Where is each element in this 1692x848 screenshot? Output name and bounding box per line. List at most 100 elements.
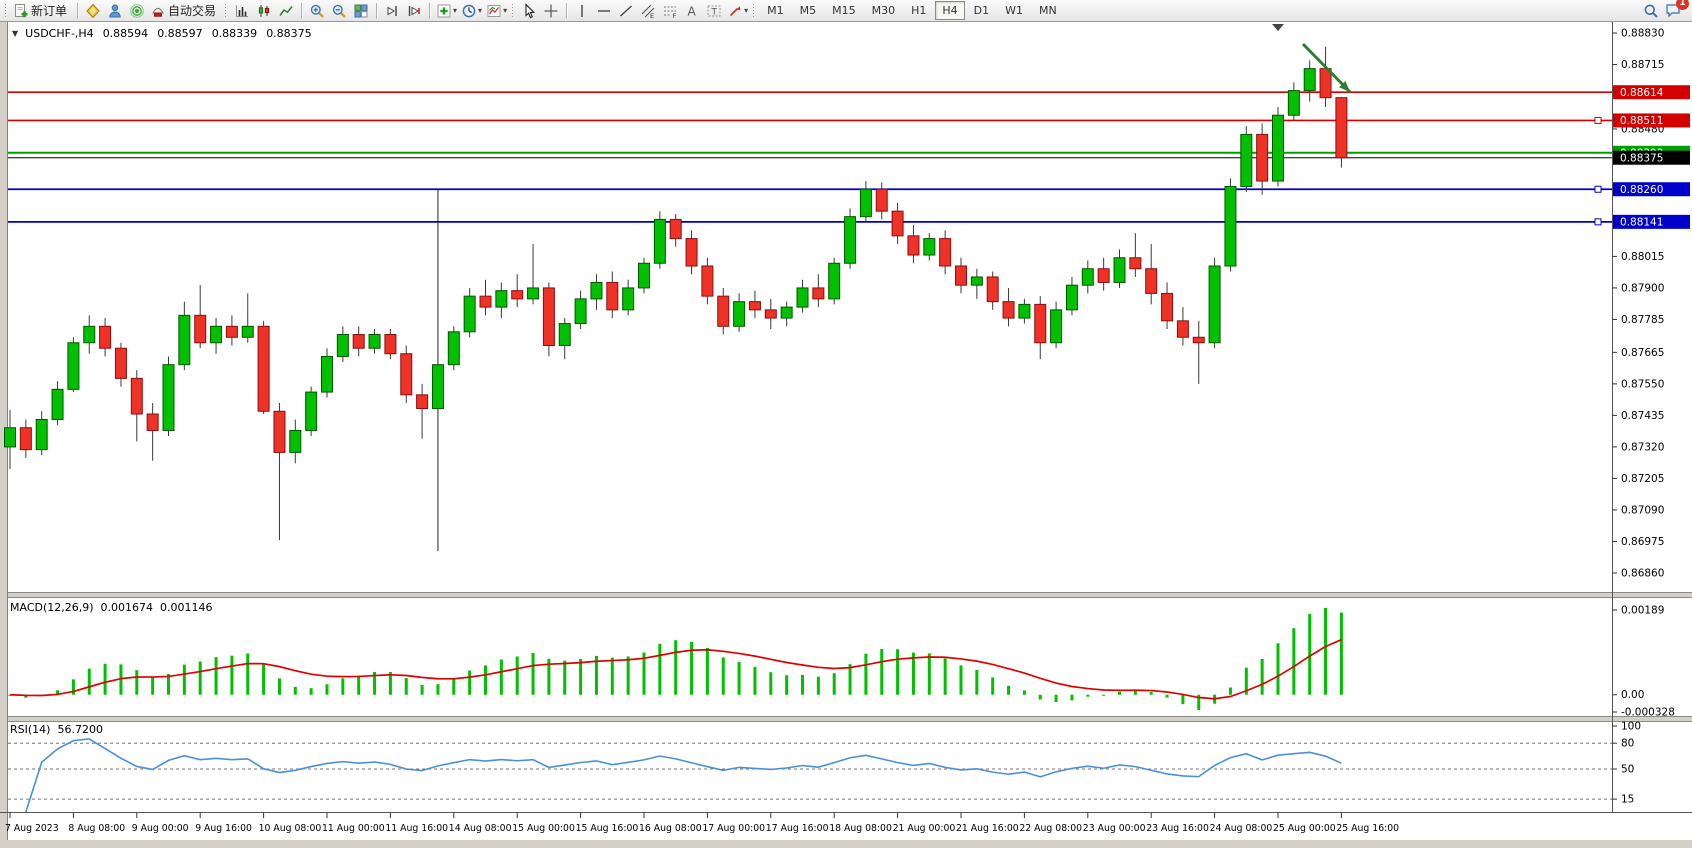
- timeframe-button-W1[interactable]: W1: [998, 1, 1030, 20]
- svg-text:0.87900: 0.87900: [1621, 282, 1664, 294]
- line-chart-button[interactable]: [275, 1, 297, 21]
- svg-text:21 Aug 00:00: 21 Aug 00:00: [893, 823, 956, 834]
- svg-text:0.88141: 0.88141: [1620, 217, 1663, 229]
- periods-button[interactable]: ▾: [459, 1, 484, 21]
- svg-text:16 Aug 08:00: 16 Aug 08:00: [639, 823, 702, 834]
- svg-text:18 Aug 08:00: 18 Aug 08:00: [829, 823, 892, 834]
- alerts-button[interactable]: [126, 1, 148, 21]
- timeframe-button-M1[interactable]: M1: [760, 1, 791, 20]
- trendline-icon: [620, 4, 633, 17]
- new-order-button[interactable]: 新订单: [11, 1, 73, 21]
- dropdown-caret-icon: ▾: [453, 6, 458, 15]
- toolbar-separator: [429, 2, 431, 19]
- crosshair-tool-button[interactable]: [540, 1, 562, 21]
- toolbar-grip[interactable]: [752, 3, 757, 18]
- svg-text:-0.000328: -0.000328: [1621, 707, 1675, 719]
- svg-text:17 Aug 16:00: 17 Aug 16:00: [766, 823, 829, 834]
- svg-text:A: A: [688, 4, 697, 18]
- crosshair-icon: [544, 4, 558, 17]
- price-label-0.88260[interactable]: [1613, 182, 1690, 197]
- chart-title: ▼ USDCHF-,H4 0.88594 0.88597 0.88339 0.8…: [12, 27, 312, 40]
- fibonacci-tool-button[interactable]: F: [659, 1, 681, 21]
- rsi-indicator-name: RSI(14): [10, 723, 51, 736]
- candlestick-chart-button[interactable]: [253, 1, 275, 21]
- price-label-0.88141[interactable]: [1613, 214, 1690, 229]
- svg-text:0.88715: 0.88715: [1621, 59, 1664, 71]
- rsi-panel-label: RSI(14) 56.7200: [10, 723, 103, 736]
- annotation-arrow[interactable]: [1301, 42, 1352, 94]
- price-chart-canvas[interactable]: 0.888300.887150.884800.880150.879000.877…: [0, 22, 1692, 840]
- trendline-tool-button[interactable]: [615, 1, 637, 21]
- vertical-line-tool-button[interactable]: [571, 1, 593, 21]
- zoom-out-button[interactable]: [328, 1, 350, 21]
- styler-icon: [86, 3, 100, 18]
- timeframe-button-MN[interactable]: MN: [1032, 1, 1064, 20]
- toolbar-grip[interactable]: [4, 3, 8, 18]
- toolbar-grip[interactable]: [224, 3, 229, 18]
- styler-button[interactable]: [82, 1, 104, 21]
- svg-text:F: F: [673, 12, 677, 19]
- community-icon: [109, 4, 121, 17]
- svg-text:0.88614: 0.88614: [1620, 87, 1664, 99]
- svg-text:T: T: [711, 7, 718, 17]
- timeframe-button-H1[interactable]: H1: [904, 1, 933, 20]
- timeframe-button-H4[interactable]: H4: [935, 1, 965, 20]
- rsi-line: [25, 738, 1342, 813]
- tile-windows-button[interactable]: [350, 1, 372, 21]
- candles-layer: [4, 46, 1348, 541]
- svg-text:0.87550: 0.87550: [1621, 378, 1664, 390]
- timeframe-button-M30[interactable]: M30: [865, 1, 903, 20]
- symbol-dropdown-icon[interactable]: ▼: [12, 29, 19, 38]
- bar-chart-icon: [236, 5, 249, 17]
- clock-icon: [462, 4, 476, 17]
- price-label-0.88511[interactable]: [1613, 113, 1690, 128]
- chart-shift-button[interactable]: [403, 1, 425, 21]
- svg-text:25 Aug 16:00: 25 Aug 16:00: [1336, 823, 1399, 834]
- rsi-value: 56.7200: [57, 723, 103, 736]
- svg-text:0.88260: 0.88260: [1620, 184, 1663, 196]
- svg-text:21 Aug 16:00: 21 Aug 16:00: [956, 823, 1019, 834]
- macd-main-value: 0.001674: [100, 601, 154, 614]
- search-button[interactable]: [1640, 1, 1662, 21]
- add-indicator-icon: [437, 4, 451, 17]
- alerts-icon: [130, 3, 144, 18]
- autotrading-button[interactable]: 自动交易: [148, 1, 222, 21]
- svg-text:0.87320: 0.87320: [1621, 441, 1664, 453]
- bar-chart-button[interactable]: [231, 1, 253, 21]
- macd-signal-line: [9, 638, 1342, 700]
- price-label-0.88614[interactable]: [1613, 85, 1690, 100]
- svg-text:0.88015: 0.88015: [1621, 251, 1664, 263]
- main-toolbar: 新订单 自动交易: [0, 0, 1692, 22]
- chart-shift-marker[interactable]: [1272, 24, 1284, 31]
- horizontal-line-tool-button[interactable]: [593, 1, 615, 21]
- arrows-tool-button[interactable]: ▾: [725, 1, 750, 21]
- text-label-tool-button[interactable]: T: [703, 1, 725, 21]
- bar-low-value: 0.88339: [211, 27, 258, 40]
- indicators-button[interactable]: ▾: [434, 1, 459, 21]
- new-order-icon: [15, 3, 28, 17]
- zoom-in-icon: [310, 4, 324, 18]
- zoom-in-button[interactable]: [306, 1, 328, 21]
- channel-tool-button[interactable]: E: [637, 1, 659, 21]
- line-chart-icon: [279, 5, 293, 16]
- toolbar-grip[interactable]: [511, 3, 516, 18]
- timeframe-button-M5[interactable]: M5: [793, 1, 824, 20]
- price-label-0.88375[interactable]: [1613, 150, 1690, 165]
- auto-scroll-button[interactable]: [381, 1, 403, 21]
- templates-button[interactable]: ▾: [484, 1, 509, 21]
- bar-high-value: 0.88597: [157, 27, 203, 40]
- svg-text:11 Aug 00:00: 11 Aug 00:00: [322, 823, 385, 834]
- cursor-tool-button[interactable]: [518, 1, 540, 21]
- timeframe-button-M15[interactable]: M15: [825, 1, 863, 20]
- toolbar-separator: [376, 2, 378, 19]
- svg-text:8 Aug 08:00: 8 Aug 08:00: [68, 823, 125, 834]
- timeframe-button-D1[interactable]: D1: [967, 1, 996, 20]
- community-button[interactable]: [104, 1, 126, 21]
- svg-text:0.87435: 0.87435: [1621, 410, 1664, 422]
- svg-text:23 Aug 16:00: 23 Aug 16:00: [1146, 823, 1209, 834]
- svg-text:E: E: [650, 12, 654, 19]
- tile-windows-icon: [354, 4, 368, 18]
- text-tool-button[interactable]: A: [681, 1, 703, 21]
- svg-text:7 Aug 2023: 7 Aug 2023: [5, 823, 59, 834]
- text-icon: A: [688, 4, 697, 18]
